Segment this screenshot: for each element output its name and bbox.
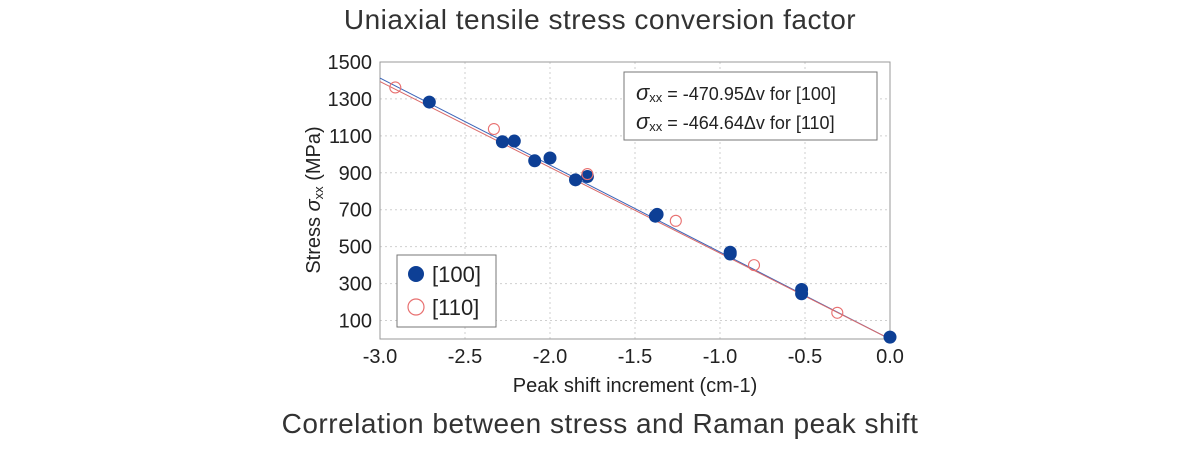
equation-100-text: = -470.95Δv for [100] — [662, 84, 836, 104]
data-point-100 — [650, 207, 664, 221]
data-points — [389, 81, 897, 344]
equation-box-frame — [623, 71, 878, 141]
x-tick-label: 0.0 — [876, 346, 904, 368]
equation-100-symbol: σ — [636, 80, 650, 105]
legend-marker-100 — [408, 266, 424, 282]
legend: [100] [110] — [396, 254, 497, 328]
equation-110-symbol: σ — [636, 109, 650, 134]
equation-110: σxx = -464.64Δv for [110] — [636, 109, 835, 134]
x-tick-label: -1.5 — [618, 346, 652, 368]
equation-100: σxx = -470.95Δv for [100] — [636, 80, 836, 105]
data-point-110 — [581, 168, 594, 181]
y-tick-label: 100 — [339, 311, 372, 333]
x-tick-label: -2.5 — [448, 346, 482, 368]
data-point-100 — [883, 330, 897, 344]
legend-marker-110 — [407, 298, 425, 316]
data-point-100 — [422, 95, 436, 109]
equation-110-subscript: xx — [649, 119, 663, 134]
y-tick-label: 500 — [339, 237, 372, 259]
data-point-100 — [528, 154, 542, 168]
data-point-110 — [389, 81, 402, 94]
legend-label-110: [110] — [432, 295, 479, 320]
chart-title: Uniaxial tensile stress conversion facto… — [343, 4, 857, 35]
x-tick-label: -1.0 — [703, 346, 737, 368]
sigma-symbol: σ — [303, 198, 325, 211]
axis-ticks: -3.0 -2.5 -2.0 -1.5 -1.0 -0.5 0.0 100 300 500 700 9… — [328, 52, 904, 368]
x-tick-label: -2.0 — [533, 346, 567, 368]
data-point-100 — [507, 134, 521, 148]
x-tick-label: -0.5 — [788, 346, 822, 368]
equation-110-text: = -464.64Δv for [110] — [662, 113, 834, 133]
y-axis-label-subscript: xx — [311, 186, 326, 200]
equation-100-subscript: xx — [649, 90, 663, 105]
data-point-110 — [669, 214, 682, 227]
y-tick-label: 700 — [339, 200, 372, 222]
legend-label-100: [100] — [432, 262, 481, 287]
y-tick-label: 1300 — [328, 89, 373, 111]
data-point-100 — [723, 247, 737, 261]
data-point-110 — [487, 122, 500, 136]
y-tick-label: 1100 — [329, 126, 372, 148]
data-point-100 — [495, 135, 509, 149]
data-point-100 — [580, 169, 594, 183]
x-axis-label: Peak shift increment (cm-1) — [513, 375, 758, 397]
equation-box: σxx = -470.95Δv for [100] σxx = -464.64Δ… — [623, 71, 878, 141]
data-point-110 — [747, 259, 761, 272]
y-axis-label-suffix: (MPa) — [303, 126, 325, 186]
y-tick-label: 900 — [339, 163, 372, 185]
data-point-100 — [569, 173, 582, 187]
y-axis-label: Stress σxx (MPa) — [303, 126, 326, 273]
y-tick-label: 300 — [339, 274, 372, 296]
x-tick-label: -3.0 — [363, 346, 397, 368]
figure-caption: Correlation between stress and Raman pea… — [281, 408, 919, 439]
plot-area-frame — [379, 61, 891, 340]
data-point-110 — [831, 306, 844, 319]
y-axis-label-prefix: Stress — [303, 211, 325, 273]
y-tick-label: 1500 — [328, 52, 373, 74]
data-point-100 — [543, 151, 557, 165]
data-point-100 — [795, 287, 809, 301]
